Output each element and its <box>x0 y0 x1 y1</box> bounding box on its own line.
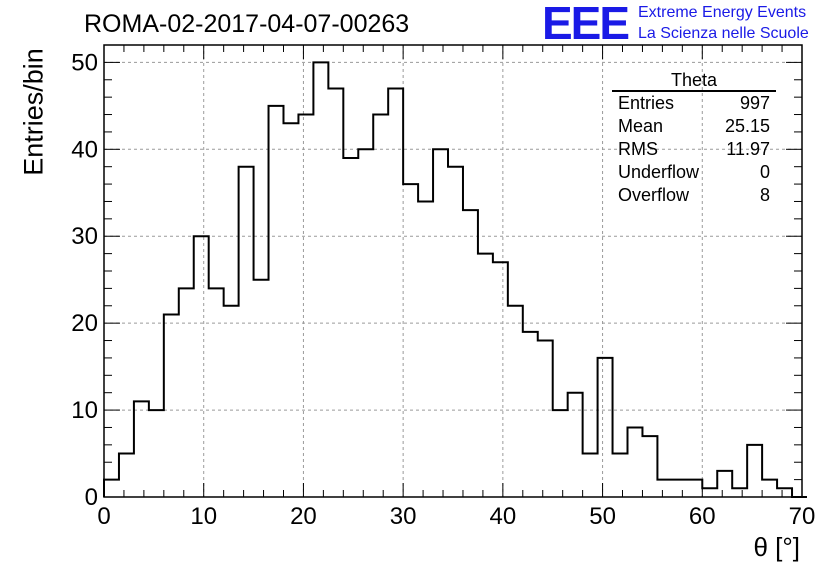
histogram-bin <box>642 436 657 497</box>
stat-label: Mean <box>618 116 664 136</box>
stats-title: Theta <box>612 70 776 92</box>
histogram-bin <box>523 332 538 497</box>
histogram-bin <box>283 123 298 497</box>
x-tick-label: 60 <box>689 503 716 530</box>
histogram-bin <box>553 410 568 497</box>
histogram-bin <box>702 488 717 497</box>
histogram-bin <box>164 314 179 497</box>
histogram-bin <box>493 262 508 497</box>
histogram-bin <box>628 427 643 497</box>
logo-subtitle-2: La Scienza nelle Scuole <box>638 25 809 42</box>
histogram-bin <box>448 167 463 497</box>
histogram-bin <box>134 401 149 497</box>
stat-value: 997 <box>739 93 770 113</box>
x-axis-label: θ [°] <box>753 532 800 562</box>
histogram-bin <box>119 454 134 497</box>
histogram-bin <box>538 341 553 497</box>
y-tick-label: 30 <box>71 223 98 250</box>
histogram-bin <box>613 454 628 497</box>
histogram-bin <box>777 488 792 497</box>
histogram-bin <box>298 115 313 497</box>
stat-row-rms: RMS 11.97 <box>612 138 776 161</box>
histogram-bin <box>568 393 583 497</box>
stat-label: Entries <box>618 93 675 113</box>
histogram-bin <box>672 480 687 497</box>
y-tick-label: 50 <box>71 49 98 76</box>
histogram-bin <box>762 480 777 497</box>
x-tick-label: 40 <box>490 503 517 530</box>
histogram-bin <box>209 288 224 497</box>
stat-value: 25.15 <box>724 116 770 136</box>
histogram-bin <box>224 306 239 497</box>
histogram-bin <box>583 454 598 497</box>
stat-row-entries: Entries 997 <box>612 92 776 115</box>
histogram-bin <box>254 280 269 497</box>
histogram-bin <box>403 184 418 497</box>
histogram-bin <box>508 306 523 497</box>
y-axis-label: Entries/bin <box>18 48 49 176</box>
stat-label: RMS <box>618 139 658 159</box>
plot-frame <box>103 44 803 498</box>
histogram-bin <box>104 480 119 497</box>
histogram-bin <box>463 210 478 497</box>
histogram-bin <box>269 106 284 497</box>
histogram-bin <box>598 358 613 497</box>
stat-row-underflow: Underflow 0 <box>612 161 776 184</box>
histogram-bin <box>732 488 747 497</box>
x-tick-label: 50 <box>589 503 616 530</box>
histogram-bin <box>239 167 254 497</box>
histogram-bin <box>373 115 388 497</box>
histogram-bin <box>179 288 194 497</box>
x-tick-label: 0 <box>97 503 110 530</box>
histogram-bin <box>149 410 164 497</box>
y-tick-label: 10 <box>71 397 98 424</box>
histogram-series <box>103 61 807 498</box>
histogram-bin <box>717 471 732 497</box>
stat-label: Underflow <box>618 162 700 182</box>
histogram-bin <box>313 62 328 497</box>
eee-logo: EEE <box>542 0 630 49</box>
histogram-bin <box>418 201 433 497</box>
histogram-bin <box>478 254 493 497</box>
histogram-bin <box>194 236 209 497</box>
stat-value: 11.97 <box>726 139 770 159</box>
histogram-bin <box>657 480 672 497</box>
logo-subtitle-1: Extreme Energy Events <box>638 4 807 21</box>
stat-row-overflow: Overflow 8 <box>612 184 776 207</box>
histogram-bin <box>328 88 343 497</box>
stat-row-mean: Mean 25.15 <box>612 115 776 138</box>
y-tick-label: 20 <box>71 310 98 337</box>
histogram-bin <box>687 480 702 497</box>
y-tick-label: 0 <box>85 484 98 511</box>
x-tick-label: 20 <box>290 503 317 530</box>
histogram-bin <box>747 445 762 497</box>
x-tick-label: 10 <box>190 503 217 530</box>
stat-value: 8 <box>759 185 770 205</box>
x-tick-label: 70 <box>789 503 816 530</box>
stat-value: 0 <box>759 162 770 182</box>
histogram-bin <box>343 158 358 497</box>
chart-title: ROMA-02-2017-04-07-00263 <box>84 10 410 38</box>
stat-label: Overflow <box>618 185 690 205</box>
x-tick-label: 30 <box>390 503 417 530</box>
y-tick-label: 40 <box>71 136 98 163</box>
stats-box: Theta Entries 997 Mean 25.15 RMS 11.97 U… <box>612 70 776 207</box>
